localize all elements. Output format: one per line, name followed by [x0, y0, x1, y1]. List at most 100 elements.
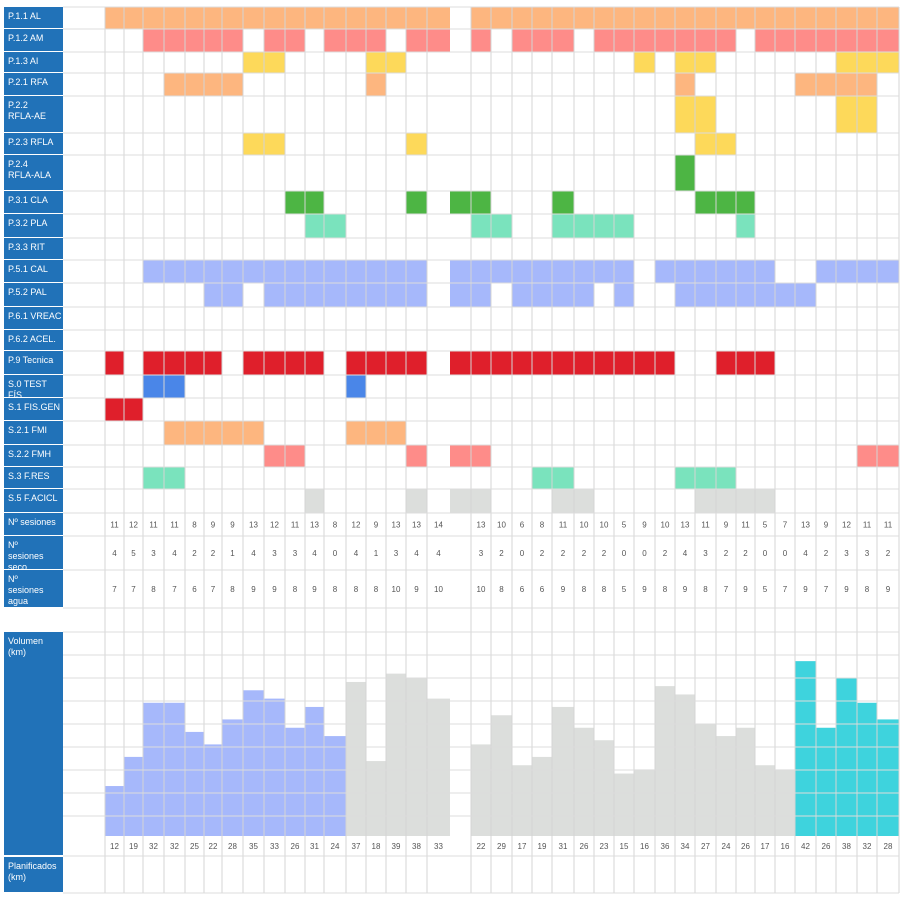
volume-value-4: 25: [190, 842, 199, 851]
count-1-22: 2: [561, 549, 566, 558]
volume-bar-12: [346, 681, 366, 836]
count-2-1: 7: [131, 585, 136, 594]
row-label-16: S.1 FIS.GEN: [8, 402, 60, 412]
cell-10-11: [324, 260, 346, 283]
cell-0-8: [264, 7, 285, 29]
cell-11-10: [305, 283, 324, 307]
row-label-10-bg: [4, 260, 63, 282]
volume-value-37: 32: [863, 842, 872, 851]
cell-0-30: [716, 7, 736, 29]
count-1-5: 2: [211, 549, 216, 558]
cell-20-30: [716, 489, 736, 513]
cell-1-13: [366, 29, 386, 52]
cell-0-11: [324, 7, 346, 29]
cell-0-14: [386, 7, 406, 29]
cell-1-32: [755, 29, 775, 52]
count-label-2-bg: [4, 570, 63, 607]
cell-2-13: [366, 52, 386, 73]
cell-10-31: [736, 260, 755, 283]
volume-bar-19: [491, 715, 512, 836]
cell-11-11: [324, 283, 346, 307]
volume-value-1: 19: [129, 842, 138, 851]
planned-label: Planificados (km): [8, 861, 57, 882]
cell-1-36: [836, 29, 857, 52]
cell-0-35: [816, 7, 836, 29]
cell-11-33: [775, 283, 795, 307]
row-label-19-bg: [4, 467, 63, 488]
volume-bar-14: [386, 673, 406, 836]
volume-bar-36: [836, 677, 857, 836]
volume-bar-23: [574, 727, 594, 836]
count-0-16: 14: [434, 521, 443, 530]
cell-3-37: [857, 73, 877, 96]
count-0-33: 7: [783, 521, 788, 530]
cell-0-29: [695, 7, 716, 29]
volume-bar-3: [164, 702, 185, 836]
cell-1-21: [532, 29, 552, 52]
row-label-5: P.2.3 RFLA: [8, 137, 53, 147]
count-2-9: 8: [293, 585, 298, 594]
row-label-8-bg: [4, 214, 63, 237]
cell-0-22: [552, 7, 574, 29]
cell-2-28: [675, 52, 695, 73]
row-label-0: P.1.1 AL: [8, 11, 41, 21]
cell-3-5: [204, 73, 222, 96]
cell-10-25: [614, 260, 634, 283]
count-2-14: 10: [392, 585, 401, 594]
volume-value-11: 24: [331, 842, 340, 851]
volume-value-16: 33: [434, 842, 443, 851]
cell-10-12: [346, 260, 366, 283]
volume-value-23: 26: [580, 842, 589, 851]
row-label-18-bg: [4, 445, 63, 466]
cell-7-31: [736, 191, 755, 214]
volume-bar-31: [736, 727, 755, 836]
cell-2-7: [243, 52, 264, 73]
row-label-11: P.5.2 PAL: [8, 287, 47, 297]
count-2-18: 10: [477, 585, 486, 594]
cell-0-24: [594, 7, 614, 29]
cell-17-14: [386, 421, 406, 445]
cell-11-30: [716, 283, 736, 307]
cell-2-29: [695, 52, 716, 73]
cell-1-4: [185, 29, 204, 52]
row-label-6: P.2.4 RFLA-ALA: [8, 159, 51, 180]
cell-0-28: [675, 7, 695, 29]
cell-10-23: [574, 260, 594, 283]
cell-14-32: [755, 351, 775, 375]
cell-4-36: [836, 96, 857, 133]
cell-10-17: [450, 260, 471, 283]
cell-8-22: [552, 214, 574, 238]
count-0-37: 11: [863, 521, 872, 530]
cell-1-6: [222, 29, 243, 52]
cell-14-26: [634, 351, 655, 375]
cell-14-21: [532, 351, 552, 375]
row-label-18: S.2.2 FMH: [8, 449, 51, 459]
cell-2-14: [386, 52, 406, 73]
cell-14-4: [185, 351, 204, 375]
cell-15-12: [346, 375, 366, 398]
row-label-2: P.1.3 AI: [8, 56, 38, 66]
row-label-13-bg: [4, 330, 63, 350]
count-1-18: 3: [479, 549, 484, 558]
volume-bar-2: [143, 702, 164, 836]
volume-value-30: 24: [722, 842, 731, 851]
cell-11-9: [285, 283, 305, 307]
cell-14-13: [366, 351, 386, 375]
count-2-38: 9: [886, 585, 891, 594]
cell-0-26: [634, 7, 655, 29]
volume-value-26: 16: [640, 842, 649, 851]
cell-0-12: [346, 7, 366, 29]
count-0-15: 13: [412, 521, 421, 530]
cell-20-18: [471, 489, 491, 513]
count-label-2: Nº sesiones agua: [8, 574, 44, 606]
cell-14-23: [574, 351, 594, 375]
cell-3-13: [366, 73, 386, 96]
cell-10-19: [491, 260, 512, 283]
cell-1-16: [427, 29, 450, 52]
count-0-0: 11: [110, 521, 119, 530]
count-2-24: 8: [602, 585, 607, 594]
cell-11-6: [222, 283, 243, 307]
cell-7-30: [716, 191, 736, 214]
planned-label-bg: [4, 857, 63, 892]
cell-11-15: [406, 283, 427, 307]
